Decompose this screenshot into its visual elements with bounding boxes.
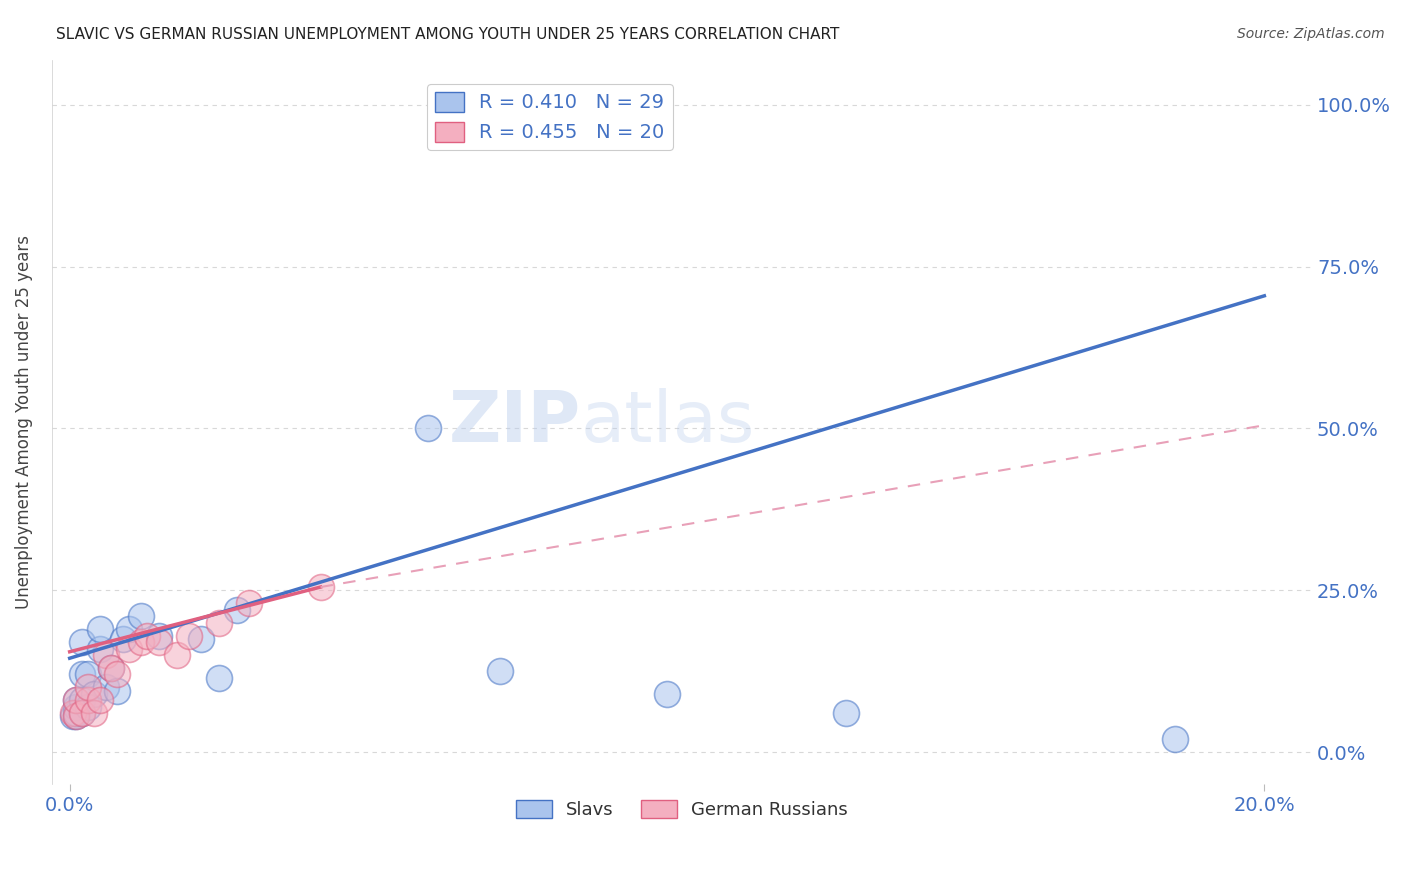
German Russians bbox=[136, 629, 159, 643]
Legend: Slavs, German Russians: Slavs, German Russians bbox=[509, 792, 855, 826]
Slavs bbox=[112, 632, 135, 646]
Slavs bbox=[131, 609, 153, 624]
Slavs bbox=[70, 706, 93, 721]
German Russians bbox=[309, 580, 332, 594]
German Russians bbox=[70, 706, 93, 721]
German Russians bbox=[76, 681, 98, 695]
German Russians bbox=[107, 667, 129, 681]
Text: Source: ZipAtlas.com: Source: ZipAtlas.com bbox=[1237, 27, 1385, 41]
German Russians bbox=[76, 693, 98, 707]
Slavs bbox=[100, 661, 122, 675]
Slavs bbox=[70, 635, 93, 649]
Text: SLAVIC VS GERMAN RUSSIAN UNEMPLOYMENT AMONG YOUTH UNDER 25 YEARS CORRELATION CHA: SLAVIC VS GERMAN RUSSIAN UNEMPLOYMENT AM… bbox=[56, 27, 839, 42]
Slavs bbox=[76, 699, 98, 714]
German Russians bbox=[100, 661, 122, 675]
German Russians bbox=[238, 596, 260, 610]
Slavs bbox=[65, 709, 87, 723]
Slavs bbox=[65, 699, 87, 714]
German Russians bbox=[94, 648, 117, 662]
German Russians bbox=[62, 706, 84, 721]
German Russians bbox=[83, 706, 105, 721]
Slavs bbox=[65, 706, 87, 721]
Slavs bbox=[190, 632, 212, 646]
Slavs bbox=[118, 622, 141, 636]
German Russians bbox=[166, 648, 188, 662]
Slavs bbox=[416, 421, 439, 435]
Slavs bbox=[70, 693, 93, 707]
German Russians bbox=[179, 629, 201, 643]
Text: atlas: atlas bbox=[581, 387, 755, 457]
Slavs bbox=[70, 667, 93, 681]
German Russians bbox=[118, 641, 141, 656]
Slavs bbox=[208, 671, 231, 685]
German Russians bbox=[148, 635, 170, 649]
Slavs bbox=[65, 693, 87, 707]
German Russians bbox=[65, 709, 87, 723]
Text: ZIP: ZIP bbox=[449, 387, 581, 457]
Slavs bbox=[655, 687, 678, 701]
Slavs bbox=[148, 629, 170, 643]
Slavs bbox=[107, 683, 129, 698]
Slavs bbox=[62, 709, 84, 723]
Slavs bbox=[1164, 732, 1187, 747]
Y-axis label: Unemployment Among Youth under 25 years: Unemployment Among Youth under 25 years bbox=[15, 235, 32, 609]
Slavs bbox=[226, 603, 249, 617]
German Russians bbox=[208, 615, 231, 630]
German Russians bbox=[65, 693, 87, 707]
Slavs bbox=[835, 706, 858, 721]
German Russians bbox=[89, 693, 111, 707]
Slavs bbox=[89, 641, 111, 656]
Slavs bbox=[488, 664, 510, 678]
German Russians bbox=[131, 635, 153, 649]
Slavs bbox=[89, 622, 111, 636]
Slavs bbox=[94, 681, 117, 695]
Slavs bbox=[83, 687, 105, 701]
Slavs bbox=[76, 667, 98, 681]
